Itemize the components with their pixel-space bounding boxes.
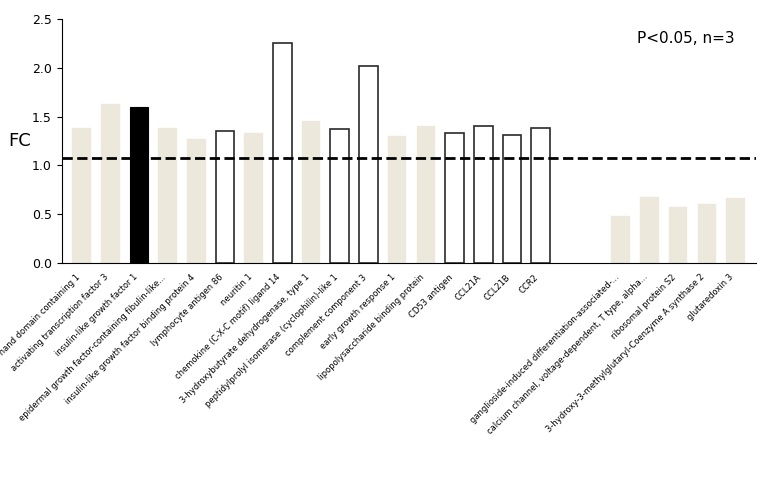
- Bar: [101, 104, 120, 263]
- Bar: [445, 133, 464, 263]
- Bar: [216, 131, 234, 263]
- Bar: [72, 128, 91, 263]
- Bar: [726, 197, 745, 263]
- Bar: [474, 126, 493, 263]
- Text: P<0.05, n=3: P<0.05, n=3: [637, 32, 735, 46]
- Bar: [331, 130, 349, 263]
- Bar: [244, 133, 263, 263]
- Bar: [503, 135, 521, 263]
- Bar: [611, 216, 630, 263]
- Bar: [388, 136, 406, 263]
- Bar: [669, 207, 688, 263]
- Bar: [301, 120, 321, 263]
- Bar: [130, 107, 148, 263]
- Y-axis label: FC: FC: [8, 132, 32, 150]
- Bar: [187, 139, 206, 263]
- Bar: [159, 128, 177, 263]
- Bar: [640, 196, 658, 263]
- Bar: [416, 126, 435, 263]
- Bar: [273, 43, 291, 263]
- Bar: [698, 205, 716, 263]
- Bar: [359, 66, 378, 263]
- Bar: [531, 128, 550, 263]
